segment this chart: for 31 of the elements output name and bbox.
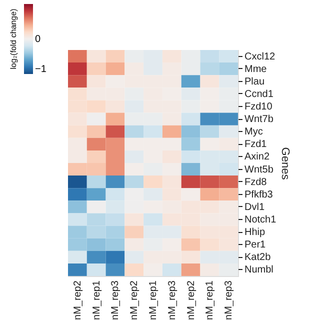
y-tick-label: Per1 [244, 240, 266, 251]
x-tick-label: nM_rep1 [204, 280, 216, 320]
y-tick-label: Ccnd1 [244, 88, 274, 100]
x-tick-label: nM_rep2 [186, 280, 197, 320]
x-tick-label: nM_rep1 [148, 280, 159, 320]
y-tick-label: Kat2b [244, 252, 272, 264]
y-tick-label: Wnt7b [244, 114, 274, 126]
y-tick-label: Mme [244, 64, 268, 75]
x-tick-label: nM_rep3 [224, 280, 235, 320]
y-tick-label: Hhip [244, 227, 266, 238]
x-tick-label: nM_rep3 [110, 280, 122, 320]
y-axis-title: Genes [279, 147, 292, 180]
y-tick-label: Fzd10 [244, 102, 273, 112]
color-bar-title: log₂(fold change) [9, 8, 18, 70]
y-tick-label: Fzd8 [244, 176, 268, 188]
y-tick-label: Cxcl12 [244, 51, 276, 62]
y-tick-label: Myc [244, 126, 263, 138]
y-tick-label: Numbl [244, 264, 274, 276]
x-tick-label: nM_rep1 [91, 280, 102, 320]
y-tick-label: Dvl1 [244, 202, 265, 213]
x-tick-label: nM_rep2 [129, 280, 140, 320]
y-tick-label: Fzd1 [244, 139, 268, 150]
y-tick-label: Axin2 [244, 152, 270, 163]
color-bar-label: 0 [35, 34, 41, 45]
y-tick-label: Plau [244, 76, 265, 88]
y-tick-label: Notch1 [244, 214, 277, 226]
x-tick-label: nM_rep2 [72, 280, 84, 320]
color-bar-label: −1 [35, 64, 47, 75]
y-tick-label: Wnt5b [244, 164, 274, 176]
y-tick-label: Pfkfb3 [244, 189, 274, 200]
x-tick-label: nM_rep3 [166, 280, 178, 320]
